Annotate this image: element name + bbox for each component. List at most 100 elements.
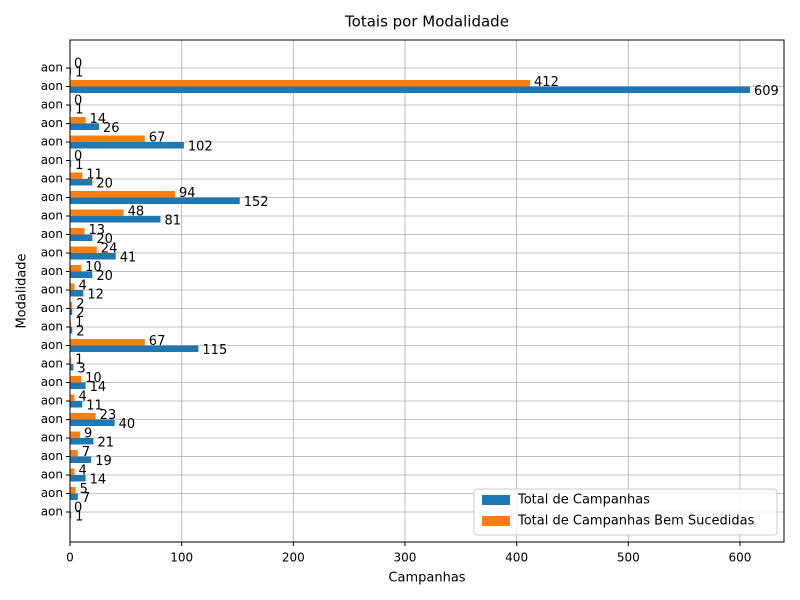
- x-tick-label: 500: [617, 551, 640, 565]
- data-label: 14: [90, 473, 107, 488]
- y-tick-label: aon: [41, 431, 63, 445]
- legend-label: Total de Campanhas: [517, 493, 650, 508]
- bar: [70, 357, 72, 364]
- data-label: 14: [90, 112, 107, 127]
- bar: [70, 271, 93, 278]
- y-tick-label: aon: [41, 301, 63, 315]
- data-label: 41: [120, 251, 137, 266]
- data-label: 115: [202, 343, 227, 358]
- data-label: 23: [100, 408, 117, 423]
- bar: [70, 345, 199, 352]
- data-label: 7: [82, 491, 90, 506]
- y-tick-label: aon: [41, 320, 63, 334]
- y-tick-label: aon: [41, 98, 63, 112]
- bar: [70, 117, 86, 124]
- bar: [70, 105, 72, 112]
- data-label: 1: [75, 316, 83, 331]
- data-label: 67: [149, 334, 166, 349]
- chart-title: Totais por Modalidade: [344, 13, 509, 31]
- data-label: 20: [96, 177, 113, 192]
- bar: [70, 320, 72, 327]
- y-tick-label: aon: [41, 61, 63, 75]
- legend-label: Total de Campanhas Bem Sucedidas: [517, 514, 755, 529]
- bar: [70, 209, 124, 216]
- bar: [70, 456, 92, 463]
- y-tick-label: aon: [41, 79, 63, 93]
- y-tick-label: aon: [41, 375, 63, 389]
- bar: [70, 265, 82, 272]
- data-label: 24: [101, 242, 118, 257]
- data-label: 20: [96, 232, 113, 247]
- y-tick-label: aon: [41, 486, 63, 500]
- data-label: 9: [84, 427, 92, 442]
- y-axis-label: Modalidade: [15, 253, 30, 328]
- data-label: 4: [78, 390, 86, 405]
- data-label: 7: [82, 445, 90, 460]
- data-label: 2: [76, 306, 84, 321]
- data-label: 4: [78, 279, 86, 294]
- data-label: 11: [86, 399, 103, 414]
- x-tick-label: 600: [728, 551, 751, 565]
- y-tick-label: aon: [41, 227, 63, 241]
- data-label: 609: [754, 84, 779, 99]
- bar: [70, 197, 240, 204]
- data-label: 0: [74, 501, 82, 516]
- legend-swatch: [482, 516, 510, 526]
- bar: [70, 234, 93, 241]
- x-tick-label: 100: [170, 551, 193, 565]
- legend-swatch: [482, 495, 510, 505]
- x-axis-label: Campanhas: [388, 571, 465, 586]
- bar: [70, 179, 93, 186]
- x-tick-label: 400: [505, 551, 528, 565]
- bar: [70, 376, 82, 383]
- data-label: 2: [76, 297, 84, 312]
- y-tick-label: aon: [41, 449, 63, 463]
- data-label: 12: [87, 288, 104, 303]
- bar: [70, 68, 72, 75]
- y-tick-label: aon: [41, 153, 63, 167]
- data-label: 94: [179, 186, 196, 201]
- x-tick-label: 200: [282, 551, 305, 565]
- y-tick-label: aon: [41, 338, 63, 352]
- data-label: 14: [90, 380, 107, 395]
- data-label: 11: [86, 168, 103, 183]
- data-label: 412: [534, 75, 559, 90]
- y-tick-label: aon: [41, 468, 63, 482]
- data-label: 102: [188, 140, 213, 155]
- y-tick-label: aon: [41, 190, 63, 204]
- bar: [70, 142, 184, 149]
- bar: [70, 228, 85, 235]
- data-label: 0: [74, 57, 82, 72]
- data-label: 19: [95, 454, 112, 469]
- y-tick-label: aon: [41, 394, 63, 408]
- bar: [70, 450, 78, 457]
- y-tick-label: aon: [41, 264, 63, 278]
- data-label: 2: [76, 325, 84, 340]
- data-label: 1: [75, 353, 83, 368]
- bar: [70, 364, 74, 371]
- bar: [70, 493, 78, 500]
- data-label: 21: [97, 436, 114, 451]
- y-tick-label: aon: [41, 209, 63, 223]
- data-label: 13: [89, 223, 106, 238]
- data-label: 1: [75, 66, 83, 81]
- data-label: 67: [149, 131, 166, 146]
- bar: [70, 339, 145, 346]
- bar: [70, 401, 83, 408]
- bar: [70, 382, 86, 389]
- y-tick-label: aon: [41, 135, 63, 149]
- bar: [70, 172, 83, 179]
- x-tick-label: 0: [66, 551, 74, 565]
- data-label: 48: [128, 205, 145, 220]
- bar: [70, 283, 75, 290]
- bar: [70, 123, 100, 130]
- data-label: 1: [75, 510, 83, 525]
- bar: [70, 468, 75, 475]
- y-tick-label: aon: [41, 246, 63, 260]
- data-label: 1: [75, 103, 83, 118]
- data-label: 26: [103, 121, 120, 136]
- bar: [70, 327, 73, 334]
- y-tick-label: aon: [41, 116, 63, 130]
- data-label: 20: [96, 269, 113, 284]
